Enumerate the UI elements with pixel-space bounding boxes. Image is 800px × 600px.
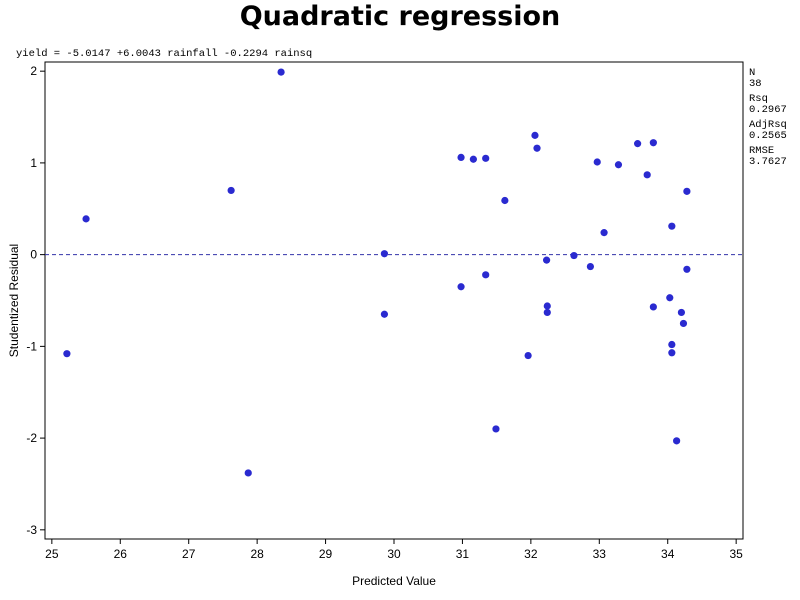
stat-label: N	[749, 67, 756, 79]
data-point	[679, 319, 688, 328]
stat-value: 38	[749, 78, 762, 90]
stat-rmse: RMSE 3.7627	[749, 146, 787, 168]
data-point	[524, 351, 532, 360]
x-axis: 25 26 27 28 29 30 31 32 33 34 35	[45, 539, 743, 561]
stat-value: 0.2967	[749, 104, 787, 116]
data-point	[277, 68, 285, 76]
stat-label: RMSE	[749, 145, 775, 157]
data-point	[543, 256, 551, 264]
x-axis-label: Predicted Value	[352, 574, 436, 588]
data-point	[244, 469, 252, 477]
data-point	[668, 222, 676, 230]
fit-statistics-panel: N 38 Rsq 0.2967 AdjRsq 0.2565 RMSE 3.762…	[749, 68, 787, 172]
data-point	[649, 139, 657, 147]
x-tick-label: 32	[524, 547, 538, 561]
y-tick-label: 0	[30, 248, 37, 262]
data-point	[593, 158, 601, 166]
data-point	[457, 153, 465, 161]
y-tick-label: -3	[26, 523, 37, 537]
data-point	[492, 425, 500, 433]
y-axis-label: Studentized Residual	[7, 244, 21, 357]
stat-label: Rsq	[749, 93, 768, 105]
stat-n: N 38	[749, 68, 787, 90]
y-tick-label: -2	[26, 431, 37, 445]
data-point	[683, 265, 691, 273]
data-point	[570, 251, 578, 260]
data-point	[614, 161, 623, 169]
data-point	[457, 283, 465, 291]
regression-equation: yield = -5.0147 +6.0043 rainfall -0.2294…	[16, 48, 313, 60]
stat-label: AdjRsq	[749, 119, 787, 131]
data-point	[668, 349, 676, 357]
data-point	[677, 308, 686, 317]
y-axis: -3 -2 -1 0 1 2	[26, 64, 45, 537]
data-point	[649, 303, 657, 311]
stat-rsq: Rsq 0.2967	[749, 94, 787, 116]
x-tick-label: 25	[45, 547, 59, 561]
data-point	[469, 155, 477, 163]
x-tick-label: 27	[182, 547, 196, 561]
stat-value: 0.2565	[749, 130, 787, 142]
y-tick-label: 1	[30, 156, 37, 170]
data-point	[586, 262, 594, 271]
y-tick-label: -1	[26, 339, 37, 353]
data-point	[543, 302, 551, 310]
x-tick-label: 33	[593, 547, 607, 561]
data-point	[501, 196, 509, 205]
x-tick-label: 31	[456, 547, 470, 561]
data-point	[666, 294, 674, 302]
data-point	[634, 140, 642, 148]
x-tick-label: 34	[661, 547, 675, 561]
x-tick-label: 29	[319, 547, 333, 561]
stat-adjrsq: AdjRsq 0.2565	[749, 120, 787, 142]
data-point	[380, 310, 389, 318]
data-point	[673, 437, 681, 445]
data-point	[227, 186, 235, 195]
x-tick-label: 28	[250, 547, 264, 561]
data-point	[683, 187, 691, 195]
chart-title: Quadratic regression	[239, 1, 561, 32]
data-point	[533, 144, 541, 152]
x-tick-label: 26	[114, 547, 128, 561]
data-point	[600, 229, 608, 237]
data-point	[482, 154, 490, 162]
data-point	[82, 215, 90, 223]
x-tick-label: 30	[387, 547, 401, 561]
data-points	[63, 68, 691, 477]
x-tick-label: 35	[729, 547, 743, 561]
data-point	[543, 308, 551, 317]
y-tick-label: 2	[30, 64, 37, 78]
data-point	[643, 171, 651, 179]
data-point	[482, 271, 490, 279]
data-point	[63, 350, 71, 358]
data-point	[531, 131, 539, 139]
data-point	[668, 340, 676, 349]
data-point	[380, 250, 389, 258]
plot-frame	[44, 61, 744, 540]
stat-value: 3.7627	[749, 156, 787, 168]
